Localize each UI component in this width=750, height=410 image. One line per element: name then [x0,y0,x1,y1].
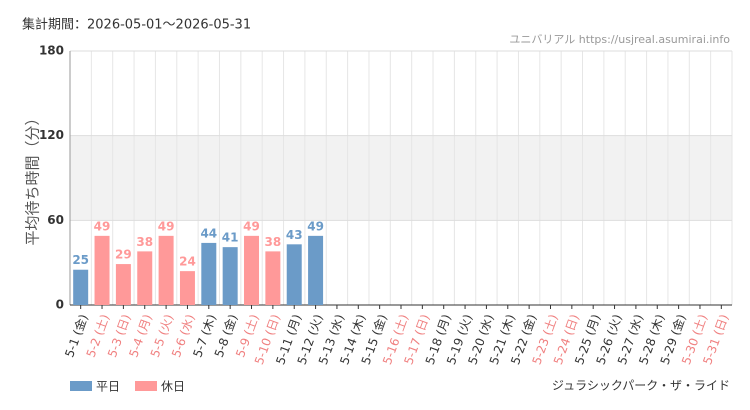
value-label: 38 [136,235,153,249]
y-tick-label: 180 [39,44,64,58]
band [70,135,732,221]
bar [265,251,281,305]
y-axis-label: 平均待ち時間（分） [24,110,42,245]
legend-swatch [70,381,92,391]
value-label: 49 [158,219,175,233]
legend-label: 平日 [96,380,120,394]
bar [222,247,238,305]
source: ユニバリアル https://usjreal.asumirai.info [509,33,730,46]
bar [201,242,217,305]
chart-title: 集計期間：2026-05-01〜2026-05-31 [22,17,251,33]
bar [286,244,302,305]
bar [308,235,324,305]
value-label: 44 [200,226,217,240]
value-label: 49 [307,219,324,233]
y-tick-label: 0 [56,298,64,312]
value-label: 38 [265,235,282,249]
value-label: 24 [179,255,196,269]
bar [179,271,195,305]
bar [94,235,110,305]
value-label: 49 [243,219,260,233]
legend-label: 休日 [161,380,185,394]
value-label: 43 [286,228,303,242]
bar [137,251,153,305]
y-tick-label: 60 [47,213,64,227]
attraction-name: ジュラシックパーク・ザ・ライド [552,379,730,393]
value-label: 49 [94,219,111,233]
bar [73,269,89,305]
bar [115,264,131,305]
legend-swatch [135,381,157,391]
bar [244,235,260,305]
y-tick-label: 120 [39,128,64,142]
bar [158,235,174,305]
value-label: 41 [222,231,239,245]
value-label: 29 [115,248,132,262]
value-label: 25 [72,253,89,267]
